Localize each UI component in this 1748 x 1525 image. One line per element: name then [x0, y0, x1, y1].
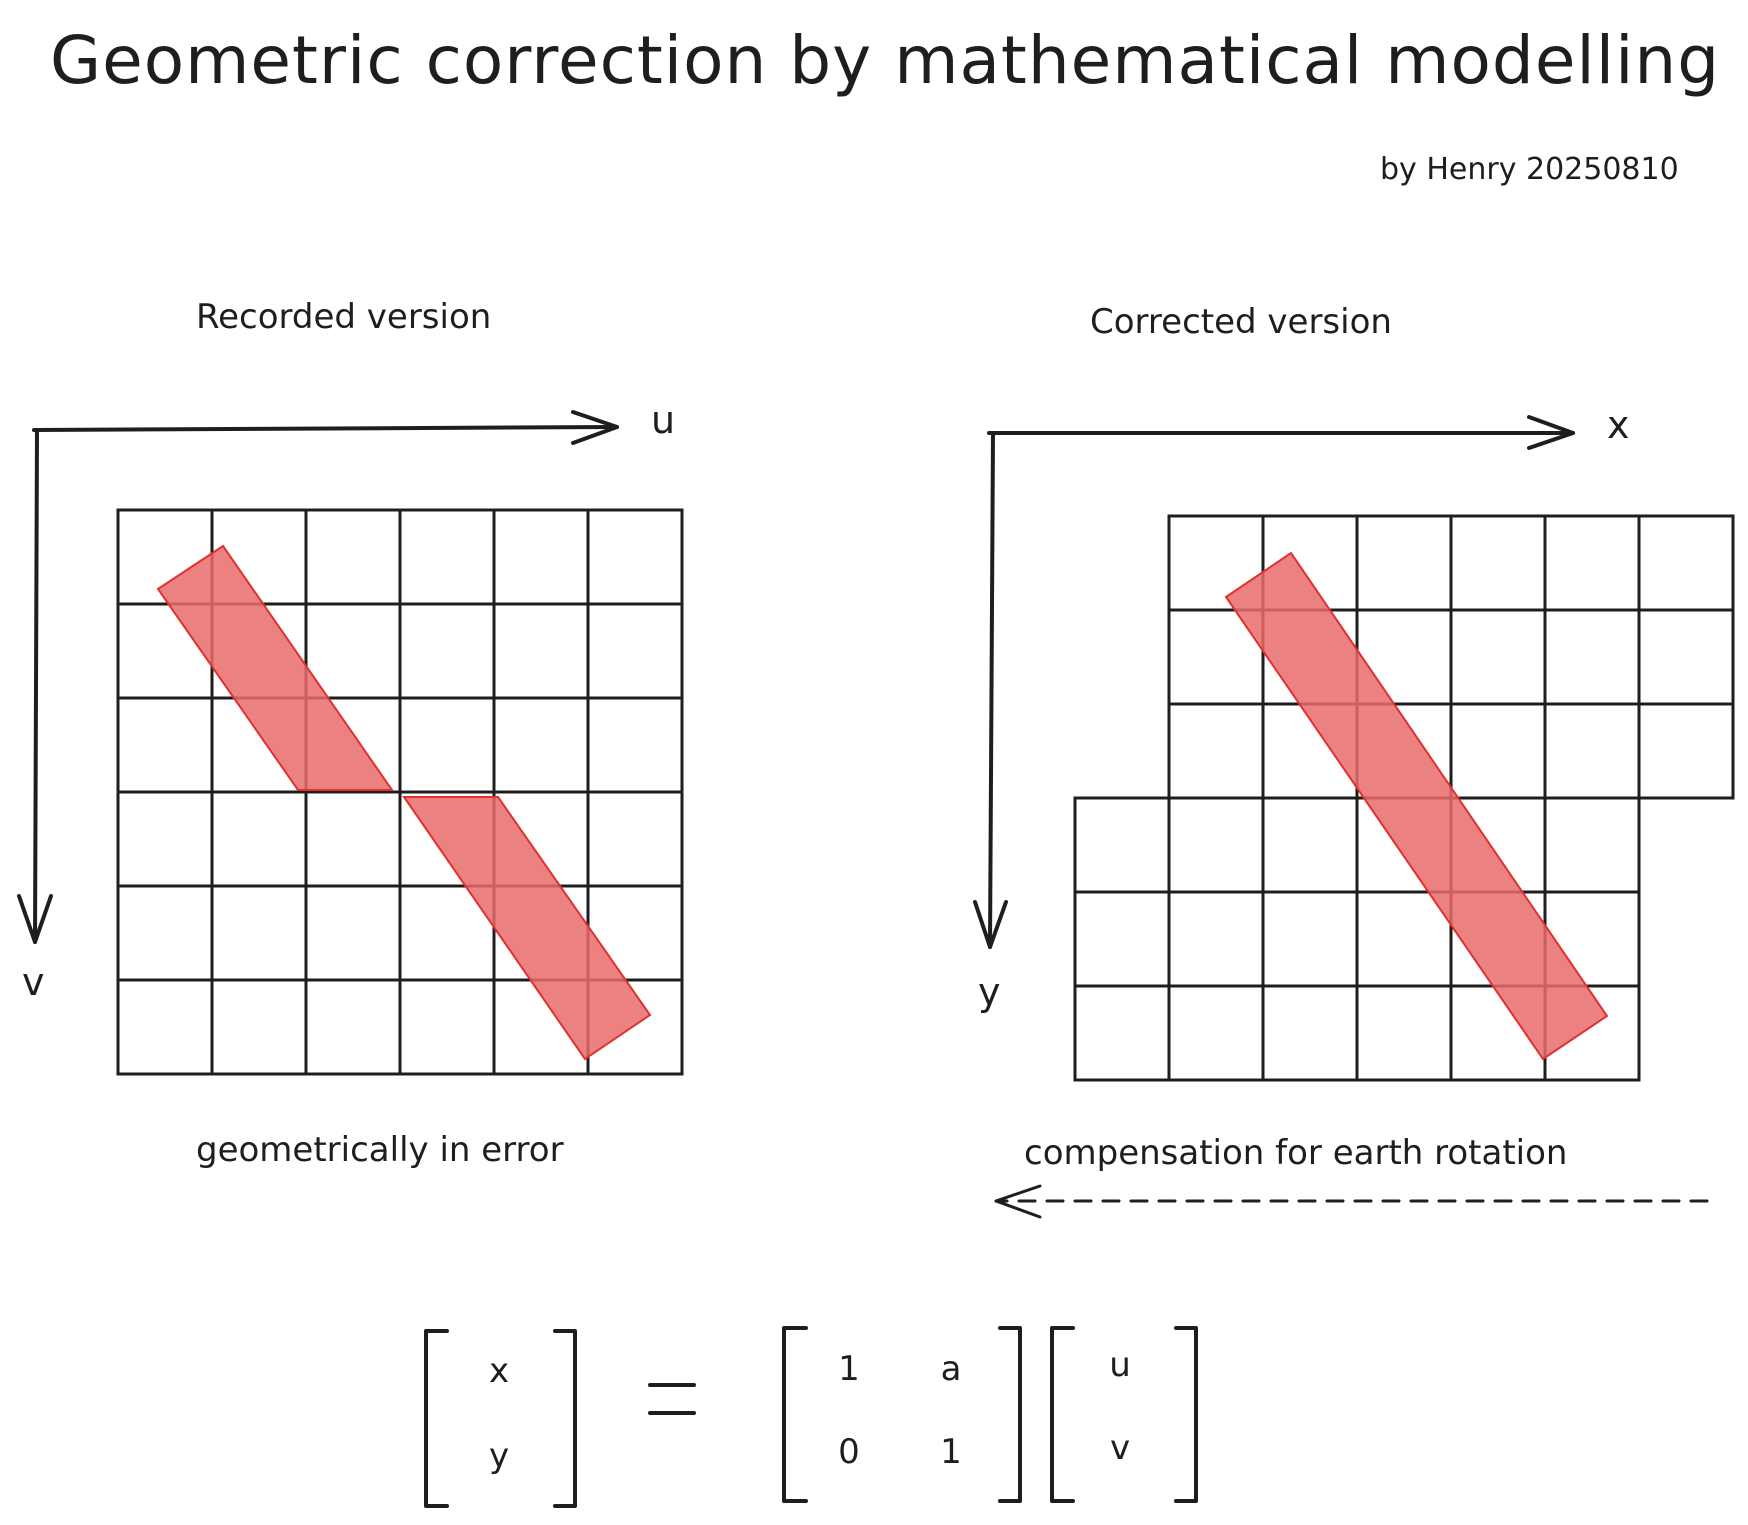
grid-cell — [304, 978, 402, 1076]
v-axis-label: v — [22, 960, 45, 1004]
rhs-left-bracket — [1050, 1326, 1075, 1503]
rhs-v: v — [1109, 1428, 1131, 1468]
grid-cell — [304, 790, 402, 888]
matrix-a22: 1 — [940, 1432, 962, 1472]
diagram-title: Geometric correction by mathematical mod… — [50, 22, 1721, 99]
grid-cell — [1637, 702, 1735, 800]
byline: by Henry 20250810 — [1380, 152, 1679, 187]
lhs-y: y — [488, 1436, 510, 1476]
grid-cell — [398, 508, 496, 606]
grid-cell — [398, 602, 496, 700]
v-axis-line — [33, 428, 39, 944]
corrected-heading: Corrected version — [1090, 302, 1392, 342]
grid-cell — [1073, 984, 1171, 1082]
u-axis-label: u — [651, 398, 676, 442]
rhs-u: u — [1109, 1345, 1131, 1385]
grid-cell — [116, 978, 214, 1076]
grid-cell — [304, 884, 402, 982]
matrix-left-bracket — [782, 1326, 808, 1503]
grid-cell — [1543, 702, 1641, 800]
u-axis-line — [32, 425, 619, 432]
grid-cell — [210, 790, 308, 888]
grid-cell — [1543, 514, 1641, 612]
grid-cell — [304, 508, 402, 606]
grid-cell — [1261, 890, 1359, 988]
recorded-caption: geometrically in error — [196, 1130, 564, 1170]
grid-cell — [1449, 608, 1547, 706]
grid-cell — [1355, 984, 1453, 1082]
left-panel — [17, 410, 684, 1076]
grid-cell — [586, 790, 684, 888]
grid-cell — [492, 508, 590, 606]
grid-cell — [1355, 514, 1453, 612]
grid-cell — [304, 602, 402, 700]
u-axis-arrowhead — [571, 410, 619, 445]
grid-cell — [1167, 890, 1265, 988]
y-axis-line — [988, 431, 995, 949]
grid-cell — [586, 602, 684, 700]
x-axis-arrowhead — [1527, 415, 1575, 450]
grid-cell — [1261, 796, 1359, 894]
grid-cell — [1637, 514, 1735, 612]
recorded-band-lower — [402, 796, 652, 1061]
lhs-x: x — [488, 1351, 510, 1391]
grid-cell — [1449, 514, 1547, 612]
grid-cell — [116, 790, 214, 888]
equation-brackets — [424, 1326, 1198, 1508]
grid-cell — [210, 884, 308, 982]
grid-cell — [1073, 796, 1171, 894]
x-axis-label: x — [1607, 403, 1630, 447]
y-axis-label: y — [978, 970, 1001, 1014]
rotation-arrowhead — [994, 1184, 1042, 1219]
grid-cell — [116, 696, 214, 794]
grid-cell — [398, 978, 496, 1076]
y-axis-arrowhead — [973, 900, 1008, 949]
grid-cell — [1261, 984, 1359, 1082]
grid-cell — [586, 508, 684, 606]
grid-cell — [398, 696, 496, 794]
grid-cell — [1167, 796, 1265, 894]
corrected-band — [1224, 551, 1609, 1061]
grid-cell — [492, 602, 590, 700]
grid-cell — [1167, 702, 1265, 800]
grid-cell — [1167, 984, 1265, 1082]
grid-cell — [1073, 890, 1171, 988]
lhs-right-bracket — [553, 1329, 577, 1508]
grid-cell — [1543, 796, 1641, 894]
recorded-heading: Recorded version — [196, 297, 492, 337]
matrix-a21: 0 — [838, 1432, 860, 1472]
matrix-a11: 1 — [838, 1349, 860, 1389]
right-panel — [973, 415, 1735, 1219]
matrix-right-bracket — [998, 1326, 1022, 1503]
grid-cell — [116, 884, 214, 982]
rhs-right-bracket — [1174, 1326, 1198, 1503]
grid-cell — [586, 696, 684, 794]
lhs-left-bracket — [424, 1329, 449, 1508]
corrected-caption: compensation for earth rotation — [1024, 1133, 1568, 1173]
v-axis-arrowhead — [17, 894, 53, 944]
grid-cell — [210, 978, 308, 1076]
grid-cell — [492, 696, 590, 794]
matrix-a12: a — [940, 1349, 962, 1389]
grid-cell — [1449, 702, 1547, 800]
grid-cell — [1543, 608, 1641, 706]
grid-cell — [1637, 608, 1735, 706]
recorded-band-upper — [156, 544, 394, 791]
